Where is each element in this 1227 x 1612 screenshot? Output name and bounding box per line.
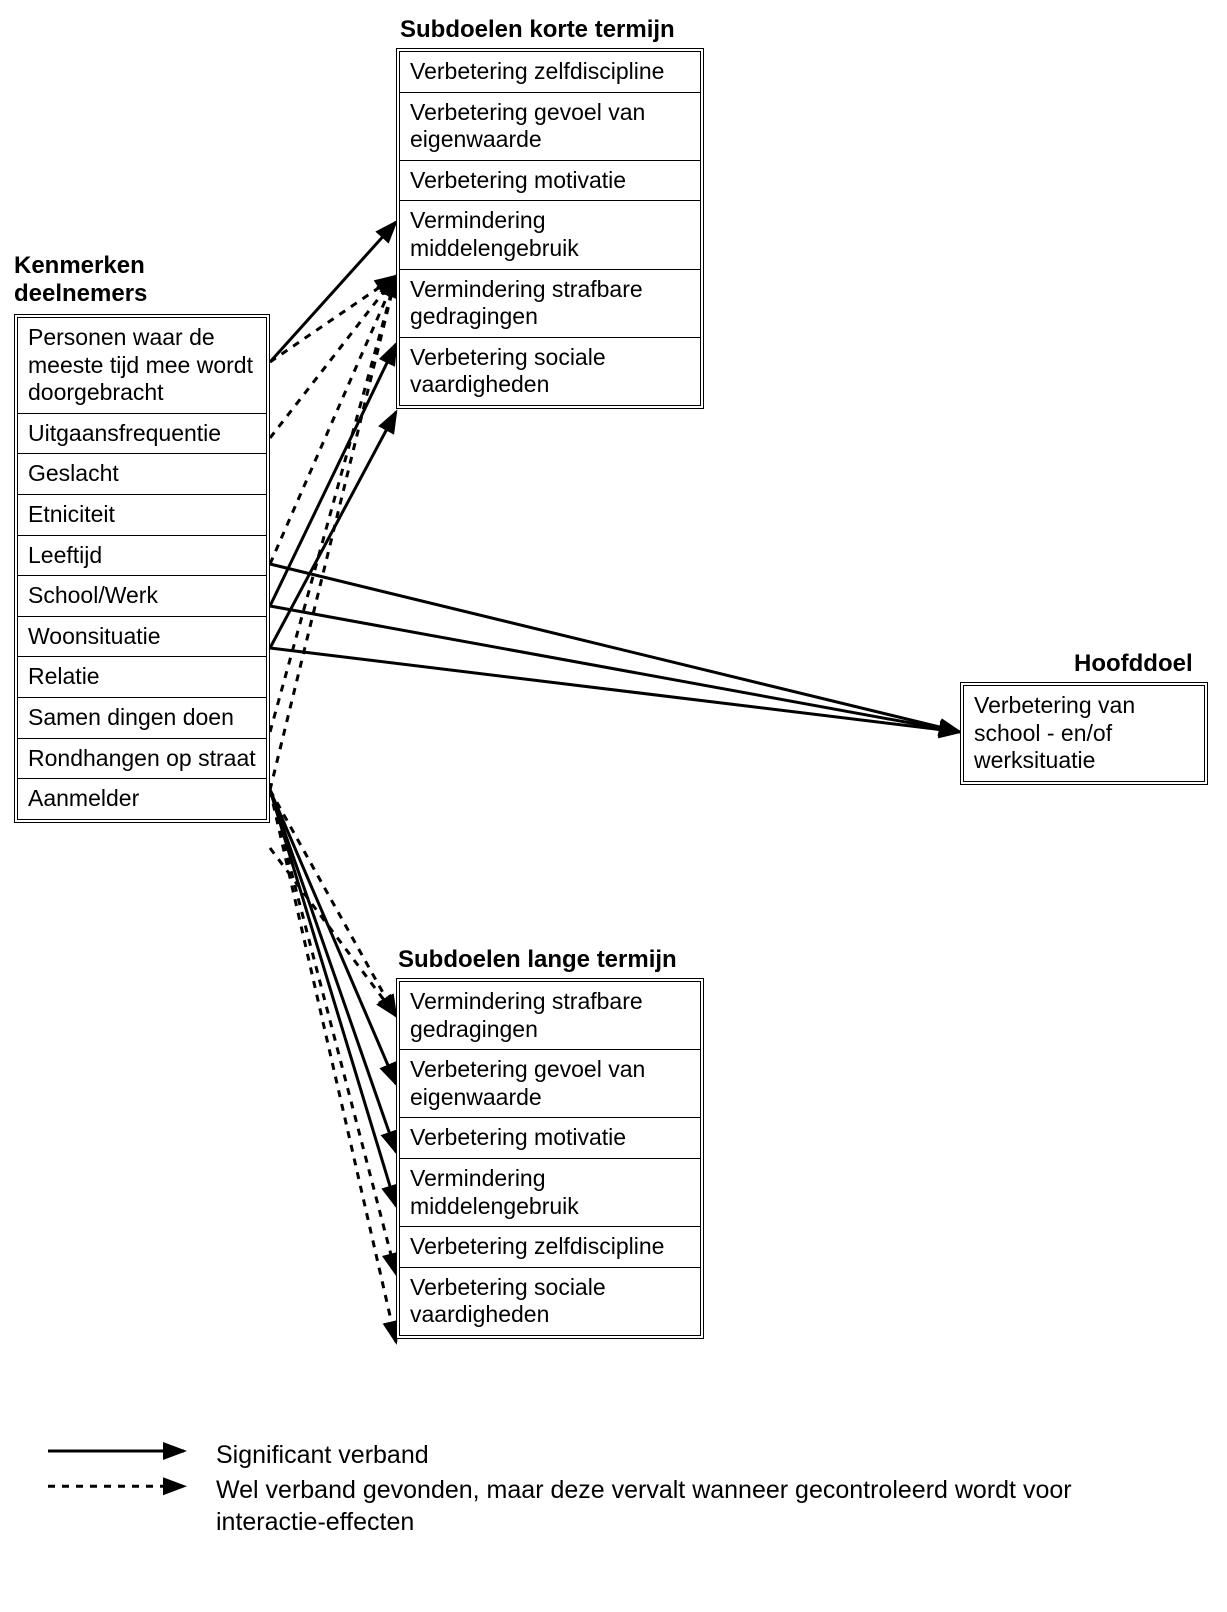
hoofddoel-box: Verbetering van school - en/of werksitua…: [960, 682, 1208, 785]
edge: [270, 222, 396, 362]
legend-row: Significant verband: [48, 1440, 1168, 1471]
edge: [270, 848, 396, 1016]
edge: [270, 564, 960, 732]
diagram-canvas: Kenmerkendeelnemers Personen waar de mee…: [0, 0, 1227, 1612]
cell: Vermindering strafbare gedragingen: [400, 982, 700, 1050]
hoofddoel-title: Hoofddoel: [1074, 650, 1193, 678]
legend: Significant verband Wel verband gevonden,…: [48, 1440, 1168, 1542]
edge: [270, 648, 960, 732]
kenmerken-box: Personen waar de meeste tijd mee wordt d…: [14, 314, 270, 823]
cell: Rondhangen op straat: [18, 739, 266, 780]
kenmerken-title: Kenmerkendeelnemers: [14, 252, 147, 307]
solid-line-icon: [48, 1440, 198, 1462]
cell: Verbetering sociale vaardigheden: [400, 1268, 700, 1335]
cell: Verbetering motivatie: [400, 1118, 700, 1159]
cell: Verbetering zelfdiscipline: [400, 52, 700, 93]
cell: Vermindering middelengebruik: [400, 201, 700, 269]
cell: Verbetering motivatie: [400, 161, 700, 202]
lange-box: Vermindering strafbare gedragingenVerbet…: [396, 978, 704, 1339]
lange-title: Subdoelen lange termijn: [398, 946, 677, 974]
cell: School/Werk: [18, 576, 266, 617]
dashed-line-icon: [48, 1475, 198, 1497]
legend-text: Significant verband: [216, 1440, 1168, 1471]
cell: Uitgaansfrequentie: [18, 414, 266, 455]
korte-box: Verbetering zelfdisciplineVerbetering ge…: [396, 48, 704, 409]
edge: [270, 276, 396, 790]
cell: Vermindering middelengebruik: [400, 1159, 700, 1227]
edge: [270, 790, 396, 1206]
edge: [270, 276, 396, 732]
edge: [270, 344, 396, 606]
edge: [270, 412, 396, 648]
edge: [270, 790, 396, 1152]
edge: [270, 276, 396, 362]
cell: Verbetering gevoel van eigenwaarde: [400, 93, 700, 161]
cell: Aanmelder: [18, 779, 266, 819]
edge: [270, 606, 960, 732]
edge: [270, 790, 396, 1274]
cell: Woonsituatie: [18, 617, 266, 658]
edge: [270, 276, 396, 564]
cell: Relatie: [18, 657, 266, 698]
cell: Personen waar de meeste tijd mee wordt d…: [18, 318, 266, 414]
cell: Etniciteit: [18, 495, 266, 536]
cell: Vermindering strafbare gedragingen: [400, 270, 700, 338]
cell: Samen dingen doen: [18, 698, 266, 739]
cell: Leeftijd: [18, 536, 266, 577]
korte-title: Subdoelen korte termijn: [400, 16, 675, 44]
cell: Verbetering van school - en/of werksitua…: [964, 686, 1204, 781]
legend-row: Wel verband gevonden, maar deze vervalt …: [48, 1475, 1168, 1538]
cell: Verbetering gevoel van eigenwaarde: [400, 1050, 700, 1118]
edge: [270, 790, 396, 1084]
cell: Verbetering sociale vaardigheden: [400, 338, 700, 405]
edge: [270, 790, 396, 1342]
edge: [270, 790, 396, 1016]
legend-text: Wel verband gevonden, maar deze vervalt …: [216, 1475, 1168, 1538]
edge: [270, 276, 396, 438]
cell: Verbetering zelfdiscipline: [400, 1227, 700, 1268]
cell: Geslacht: [18, 454, 266, 495]
